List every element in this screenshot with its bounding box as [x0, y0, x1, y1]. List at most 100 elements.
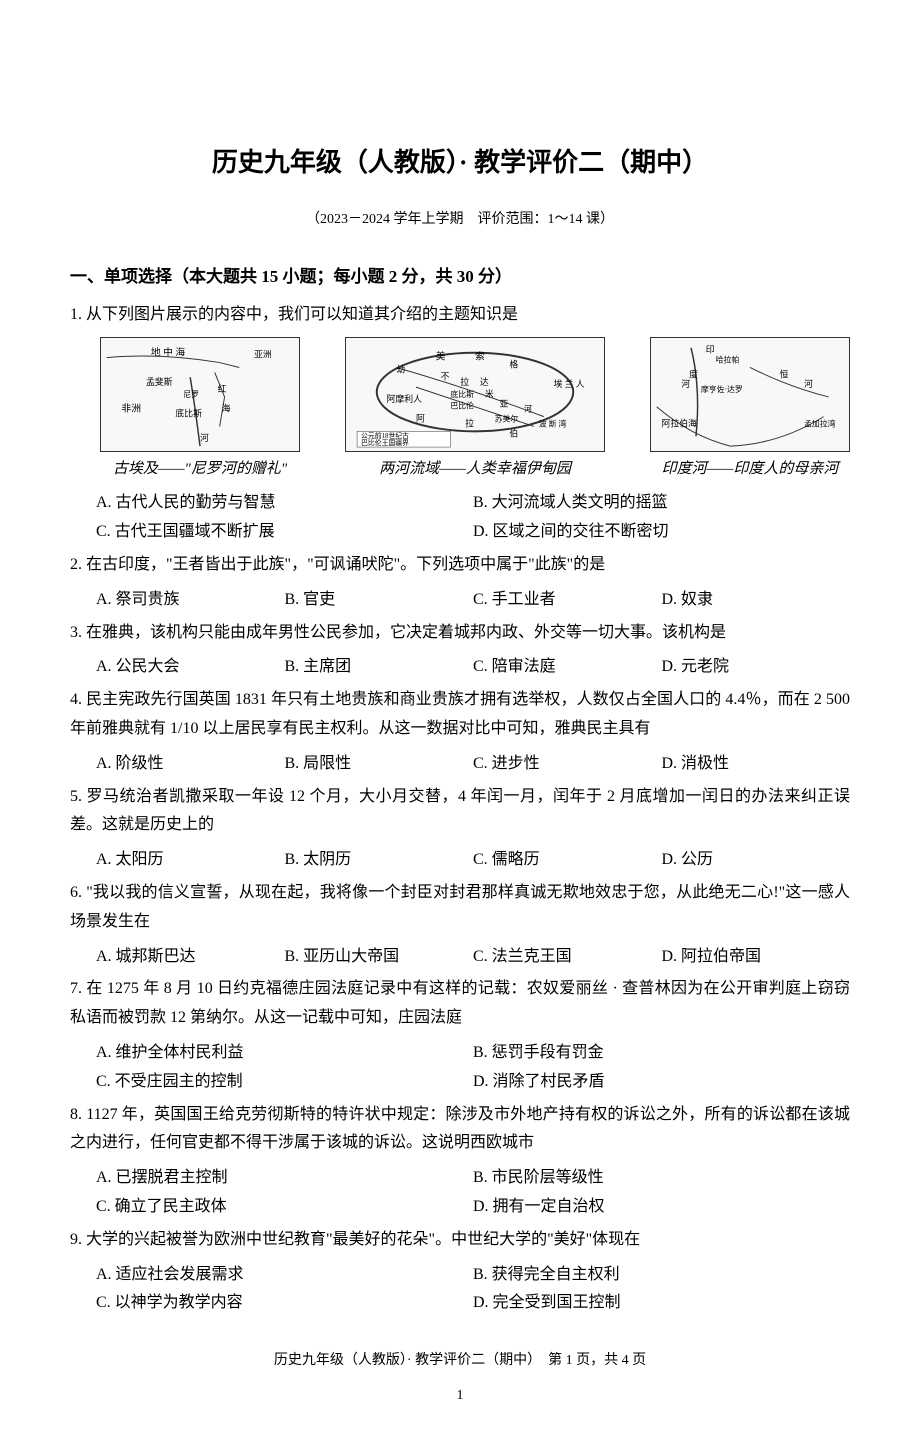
svg-text:阿摩利人: 阿摩利人: [387, 393, 422, 404]
questions-container: 1. 从下列图片展示的内容中，我们可以知道其介绍的主题知识是 地 中 海 孟斐斯…: [70, 301, 850, 1319]
svg-text:底比斯: 底比斯: [175, 408, 202, 419]
question-text: "我以我的信义宣誓，从现在起，我将像一个封臣对封君那样真诚无欺地效忠于您，从此绝…: [70, 884, 850, 930]
svg-text:孟斐斯: 孟斐斯: [146, 377, 173, 388]
map-mesopotamia: 美 索 幼 格 不 拉 达 阿摩利人 底比斯 米 亚 河 埃 兰 人 巴比伦 阿…: [345, 337, 605, 452]
question-number: 5.: [70, 788, 87, 805]
question-number: 4.: [70, 691, 86, 708]
question-number: 6.: [70, 884, 86, 901]
svg-text:索: 索: [475, 350, 485, 363]
question: 8. 1127 年，英国国王给克劳彻斯特的特许状中规定：除涉及市外地产持有权的诉…: [70, 1101, 850, 1159]
map-indus: 印 哈拉帕 度 河 摩亨佐·达罗 恒 河 阿拉伯海 孟加拉湾: [650, 337, 850, 452]
options-row: A. 古代人民的勤劳与智慧B. 大河流域人类文明的摇篮C. 古代王国疆域不断扩展…: [96, 489, 850, 547]
map-label: 古埃及——"尼罗河的赠礼": [100, 456, 300, 483]
question: 6. "我以我的信义宣誓，从现在起，我将像一个封臣对封君那样真诚无欺地效忠于您，…: [70, 879, 850, 937]
svg-text:阿拉伯海: 阿拉伯海: [662, 418, 697, 429]
svg-text:巴比伦: 巴比伦: [450, 401, 474, 411]
question-number: 8.: [70, 1106, 86, 1123]
option: A. 太阳历: [96, 846, 285, 875]
question-number: 2.: [70, 556, 86, 573]
option: B. 大河流域人类文明的摇篮: [473, 489, 850, 518]
svg-text:海: 海: [222, 403, 231, 414]
option: B. 太阴历: [285, 846, 474, 875]
options-row: A. 祭司贵族B. 官吏C. 手工业者D. 奴隶: [96, 586, 850, 615]
svg-text:埃 兰 人: 埃 兰 人: [554, 379, 585, 390]
option: A. 适应社会发展需求: [96, 1261, 473, 1290]
question: 1. 从下列图片展示的内容中，我们可以知道其介绍的主题知识是: [70, 301, 850, 330]
svg-text:河: 河: [200, 433, 209, 444]
question: 5. 罗马统治者凯撒采取一年设 12 个月，大小月交替，4 年闰一月，闰年于 2…: [70, 783, 850, 841]
option: A. 阶级性: [96, 750, 285, 779]
svg-text:拉: 拉: [460, 377, 469, 388]
svg-text:达: 达: [480, 377, 489, 388]
option: D. 消除了村民矛盾: [473, 1068, 850, 1097]
svg-text:地 中 海: 地 中 海: [151, 346, 186, 359]
option: B. 亚历山大帝国: [285, 943, 474, 972]
svg-text:阿: 阿: [416, 414, 425, 424]
question: 9. 大学的兴起被誉为欧洲中世纪教育"最美好的花朵"。中世纪大学的"美好"体现在: [70, 1226, 850, 1255]
section-header: 一、单项选择（本大题共 15 小题；每小题 2 分，共 30 分）: [70, 262, 850, 293]
svg-text:拉: 拉: [465, 418, 474, 429]
svg-text:红: 红: [218, 383, 227, 394]
option: D. 元老院: [662, 653, 851, 682]
page-subtitle: （2023－2024 学年上学期 评价范围：1～14 课）: [70, 207, 850, 232]
options-row: A. 阶级性B. 局限性C. 进步性D. 消极性: [96, 750, 850, 779]
question: 2. 在古印度，"王者皆出于此族"，"可讽诵吠陀"。下列选项中属于"此族"的是: [70, 551, 850, 580]
question-text: 1127 年，英国国王给克劳彻斯特的特许状中规定：除涉及市外地产持有权的诉讼之外…: [70, 1106, 850, 1152]
option: C. 儒略历: [473, 846, 662, 875]
svg-text:度: 度: [689, 369, 698, 380]
question: 4. 民主宪政先行国英国 1831 年只有土地贵族和商业贵族才拥有选举权，人数仅…: [70, 686, 850, 744]
svg-text:底比斯: 底比斯: [450, 389, 474, 399]
option: D. 奴隶: [662, 586, 851, 615]
option: D. 阿拉伯帝国: [662, 943, 851, 972]
svg-text:幼: 幼: [396, 364, 405, 375]
svg-text:非洲: 非洲: [121, 403, 141, 415]
option: B. 官吏: [285, 586, 474, 615]
question-text: 在古印度，"王者皆出于此族"，"可讽诵吠陀"。下列选项中属于"此族"的是: [86, 556, 605, 573]
option: C. 古代王国疆域不断扩展: [96, 518, 473, 547]
option: D. 完全受到国王控制: [473, 1289, 850, 1318]
option: A. 古代人民的勤劳与智慧: [96, 489, 473, 518]
option: A. 维护全体村民利益: [96, 1039, 473, 1068]
question-text: 罗马统治者凯撒采取一年设 12 个月，大小月交替，4 年闰一月，闰年于 2 月底…: [70, 788, 850, 834]
svg-text:美: 美: [436, 350, 446, 363]
svg-text:不: 不: [441, 372, 450, 382]
map-egypt: 地 中 海 孟斐斯 非洲 底比斯 红 海 河 亚洲 尼罗: [100, 337, 300, 452]
svg-text:苏美尔: 苏美尔: [495, 414, 519, 424]
svg-text:尼罗: 尼罗: [183, 390, 199, 399]
svg-text:亚洲: 亚洲: [254, 350, 272, 360]
svg-text:巴比伦王国疆界: 巴比伦王国疆界: [361, 438, 409, 447]
question-text: 在雅典，该机构只能由成年男性公民参加，它决定着城邦内政、外交等一切大事。该机构是: [86, 624, 726, 641]
svg-text:亚: 亚: [500, 399, 509, 409]
option: C. 以神学为教学内容: [96, 1289, 473, 1318]
svg-text:河: 河: [804, 379, 813, 390]
svg-text:公元前18世纪古: 公元前18世纪古: [361, 432, 409, 441]
svg-text:恒: 恒: [779, 369, 788, 380]
options-row: A. 已摆脱君主控制B. 市民阶层等级性C. 确立了民主政体D. 拥有一定自治权: [96, 1164, 850, 1222]
page-title: 历史九年级（人教版）· 教学评价二（期中）: [70, 140, 850, 187]
options-row: A. 适应社会发展需求B. 获得完全自主权利C. 以神学为教学内容D. 完全受到…: [96, 1261, 850, 1319]
svg-text:孟加拉湾: 孟加拉湾: [804, 419, 836, 429]
question-number: 7.: [70, 980, 86, 997]
svg-text:摩亨佐·达罗: 摩亨佐·达罗: [701, 384, 743, 394]
map-labels-row: 古埃及——"尼罗河的赠礼"两河流域——人类幸福伊甸园印度河——印度人的母亲河: [100, 456, 850, 483]
page-number: 1: [70, 1383, 850, 1408]
svg-text:哈拉帕: 哈拉帕: [716, 355, 740, 365]
option: B. 惩罚手段有罚金: [473, 1039, 850, 1068]
option: A. 祭司贵族: [96, 586, 285, 615]
question-text: 民主宪政先行国英国 1831 年只有土地贵族和商业贵族才拥有选举权，人数仅占全国…: [70, 691, 850, 737]
options-row: A. 城邦斯巴达B. 亚历山大帝国C. 法兰克王国D. 阿拉伯帝国: [96, 943, 850, 972]
svg-text:河: 河: [681, 379, 690, 390]
option: C. 进步性: [473, 750, 662, 779]
map-label: 印度河——印度人的母亲河: [650, 456, 850, 483]
option: C. 不受庄园主的控制: [96, 1068, 473, 1097]
svg-text:格: 格: [509, 359, 518, 370]
option: D. 拥有一定自治权: [473, 1193, 850, 1222]
question: 7. 在 1275 年 8 月 10 日约克福德庄园法庭记录中有这样的记载：农奴…: [70, 975, 850, 1033]
svg-text:河: 河: [524, 405, 532, 414]
question-number: 9.: [70, 1231, 86, 1248]
question: 3. 在雅典，该机构只能由成年男性公民参加，它决定着城邦内政、外交等一切大事。该…: [70, 619, 850, 648]
option: C. 法兰克王国: [473, 943, 662, 972]
option: C. 手工业者: [473, 586, 662, 615]
option: B. 获得完全自主权利: [473, 1261, 850, 1290]
option: C. 陪审法庭: [473, 653, 662, 682]
